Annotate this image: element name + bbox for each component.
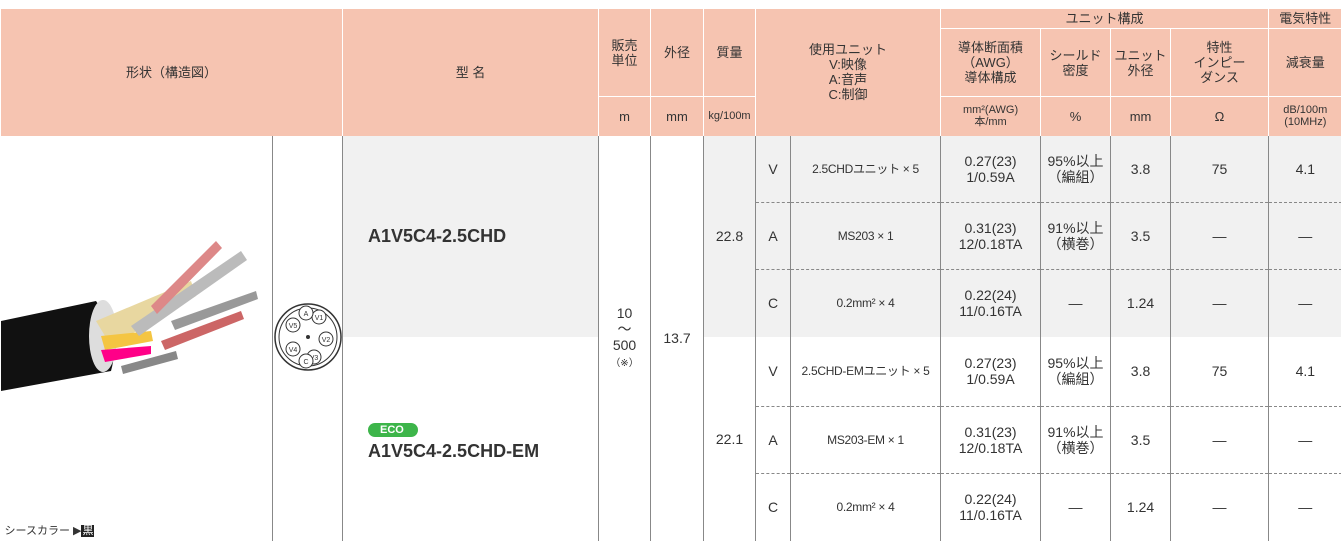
spec-table-wrap: 形状（構造図）型 名販売 単位外径質量使用ユニット V:映像 A:音声 C:制御… [0,8,1341,541]
header-cell: 外径 [651,9,704,97]
shield: 91%以上 （横巻） [1041,203,1111,270]
unit-cell: mm²(AWG) 本/mm [941,97,1041,136]
header-cell: シールド 密度 [1041,29,1111,97]
conductor: 0.22(24) 11/0.16TA [941,270,1041,337]
unit-composition: 0.2mm² × 4 [791,474,941,541]
shield: 95%以上 （編組） [1041,337,1111,407]
unit-composition: MS203 × 1 [791,203,941,270]
conductor: 0.27(23) 1/0.59A [941,337,1041,407]
unit-label: V1 [315,315,324,322]
unit-composition: 2.5CHDユニット × 5 [791,136,941,203]
header-row: 形状（構造図）型 名販売 単位外径質量使用ユニット V:映像 A:音声 C:制御… [1,9,1341,29]
header-cell: 電気特性 [1269,9,1341,29]
model-cell: A1V5C4-2.5CHD [343,136,599,337]
unit-od: 3.8 [1111,136,1171,203]
unit-label: V2 [322,337,331,344]
header-cell: 使用ユニット V:映像 A:音声 C:制御 [756,9,941,136]
header-cell: 特性 インピー ダンス [1171,29,1269,97]
impedance: 75 [1171,337,1269,407]
sheath-label: シースカラー ▶ [5,525,82,537]
unit-type: A [756,407,791,474]
unit-cell: Ω [1171,97,1269,136]
sales-note: （※） [610,358,638,369]
unit-composition: 2.5CHD-EMユニット × 5 [791,337,941,407]
attenuation: 4.1 [1269,136,1341,203]
attenuation: — [1269,407,1341,474]
unit-label: V5 [289,323,298,330]
table-header: 形状（構造図）型 名販売 単位外径質量使用ユニット V:映像 A:音声 C:制御… [1,9,1341,136]
unit-type: V [756,337,791,407]
conductor: 0.31(23) 12/0.18TA [941,407,1041,474]
attenuation: — [1269,203,1341,270]
model-name: A1V5C4-2.5CHD-EM [368,441,539,461]
header-cell: 減衰量 [1269,29,1341,97]
unit-cell: % [1041,97,1111,136]
unit-label: V4 [289,347,298,354]
cable-image: シースカラー ▶黒 [1,136,273,541]
sheath-color: 黒 [81,525,94,537]
header-cell: 型 名 [343,9,599,136]
unit-cell: kg/100m [704,97,756,136]
sales-unit: 10 〜 500 [599,305,650,353]
conductor: 0.27(23) 1/0.59A [941,136,1041,203]
eco-badge: ECO [368,423,418,437]
unit-type: A [756,203,791,270]
unit-cell: mm [1111,97,1171,136]
impedance: 75 [1171,136,1269,203]
spec-table: 形状（構造図）型 名販売 単位外径質量使用ユニット V:映像 A:音声 C:制御… [0,8,1341,541]
unit-od: 3.5 [1111,407,1171,474]
conductor: 0.31(23) 12/0.18TA [941,203,1041,270]
shield: 91%以上 （横巻） [1041,407,1111,474]
impedance: — [1171,203,1269,270]
model-name: A1V5C4-2.5CHD [368,226,506,246]
unit-composition: MS203-EM × 1 [791,407,941,474]
header-cell: 販売 単位 [599,9,651,97]
unit-cell: dB/100m (10MHz) [1269,97,1341,136]
unit-composition: 0.2mm² × 4 [791,270,941,337]
sales-unit-cell: 10 〜 500 （※） [599,136,651,541]
header-cell: 形状（構造図） [1,9,343,136]
attenuation: 4.1 [1269,337,1341,407]
shield: — [1041,474,1111,541]
unit-label: C [303,359,308,366]
unit-type: C [756,270,791,337]
shield: — [1041,270,1111,337]
unit-od: 1.24 [1111,270,1171,337]
mass-cell: 22.8 [704,136,756,337]
impedance: — [1171,474,1269,541]
outer-diameter-cell: 13.7 [651,136,704,541]
impedance: — [1171,407,1269,474]
header-cell: ユニット 外径 [1111,29,1171,97]
model-cell: ECO A1V5C4-2.5CHD-EM [343,337,599,541]
unit-od: 3.5 [1111,203,1171,270]
unit-type: V [756,136,791,203]
unit-label: A [304,311,309,318]
unit-cell: m [599,97,651,136]
shield: 95%以上 （編組） [1041,136,1111,203]
cable-illustration [1,136,273,526]
sheath-caption: シースカラー ▶黒 [5,523,95,539]
attenuation: — [1269,474,1341,541]
cable-image-cell: シースカラー ▶黒 [1,136,273,541]
mass-cell: 22.1 [704,337,756,541]
unit-cell: mm [651,97,704,136]
header-cell: 導体断面積 （AWG） 導体構成 [941,29,1041,97]
unit-type: C [756,474,791,541]
header-cell: ユニット構成 [941,9,1269,29]
header-cell: 質量 [704,9,756,97]
unit-od: 1.24 [1111,474,1171,541]
conductor: 0.22(24) 11/0.16TA [941,474,1041,541]
attenuation: — [1269,270,1341,337]
impedance: — [1171,270,1269,337]
unit-od: 3.8 [1111,337,1171,407]
center [306,335,310,339]
